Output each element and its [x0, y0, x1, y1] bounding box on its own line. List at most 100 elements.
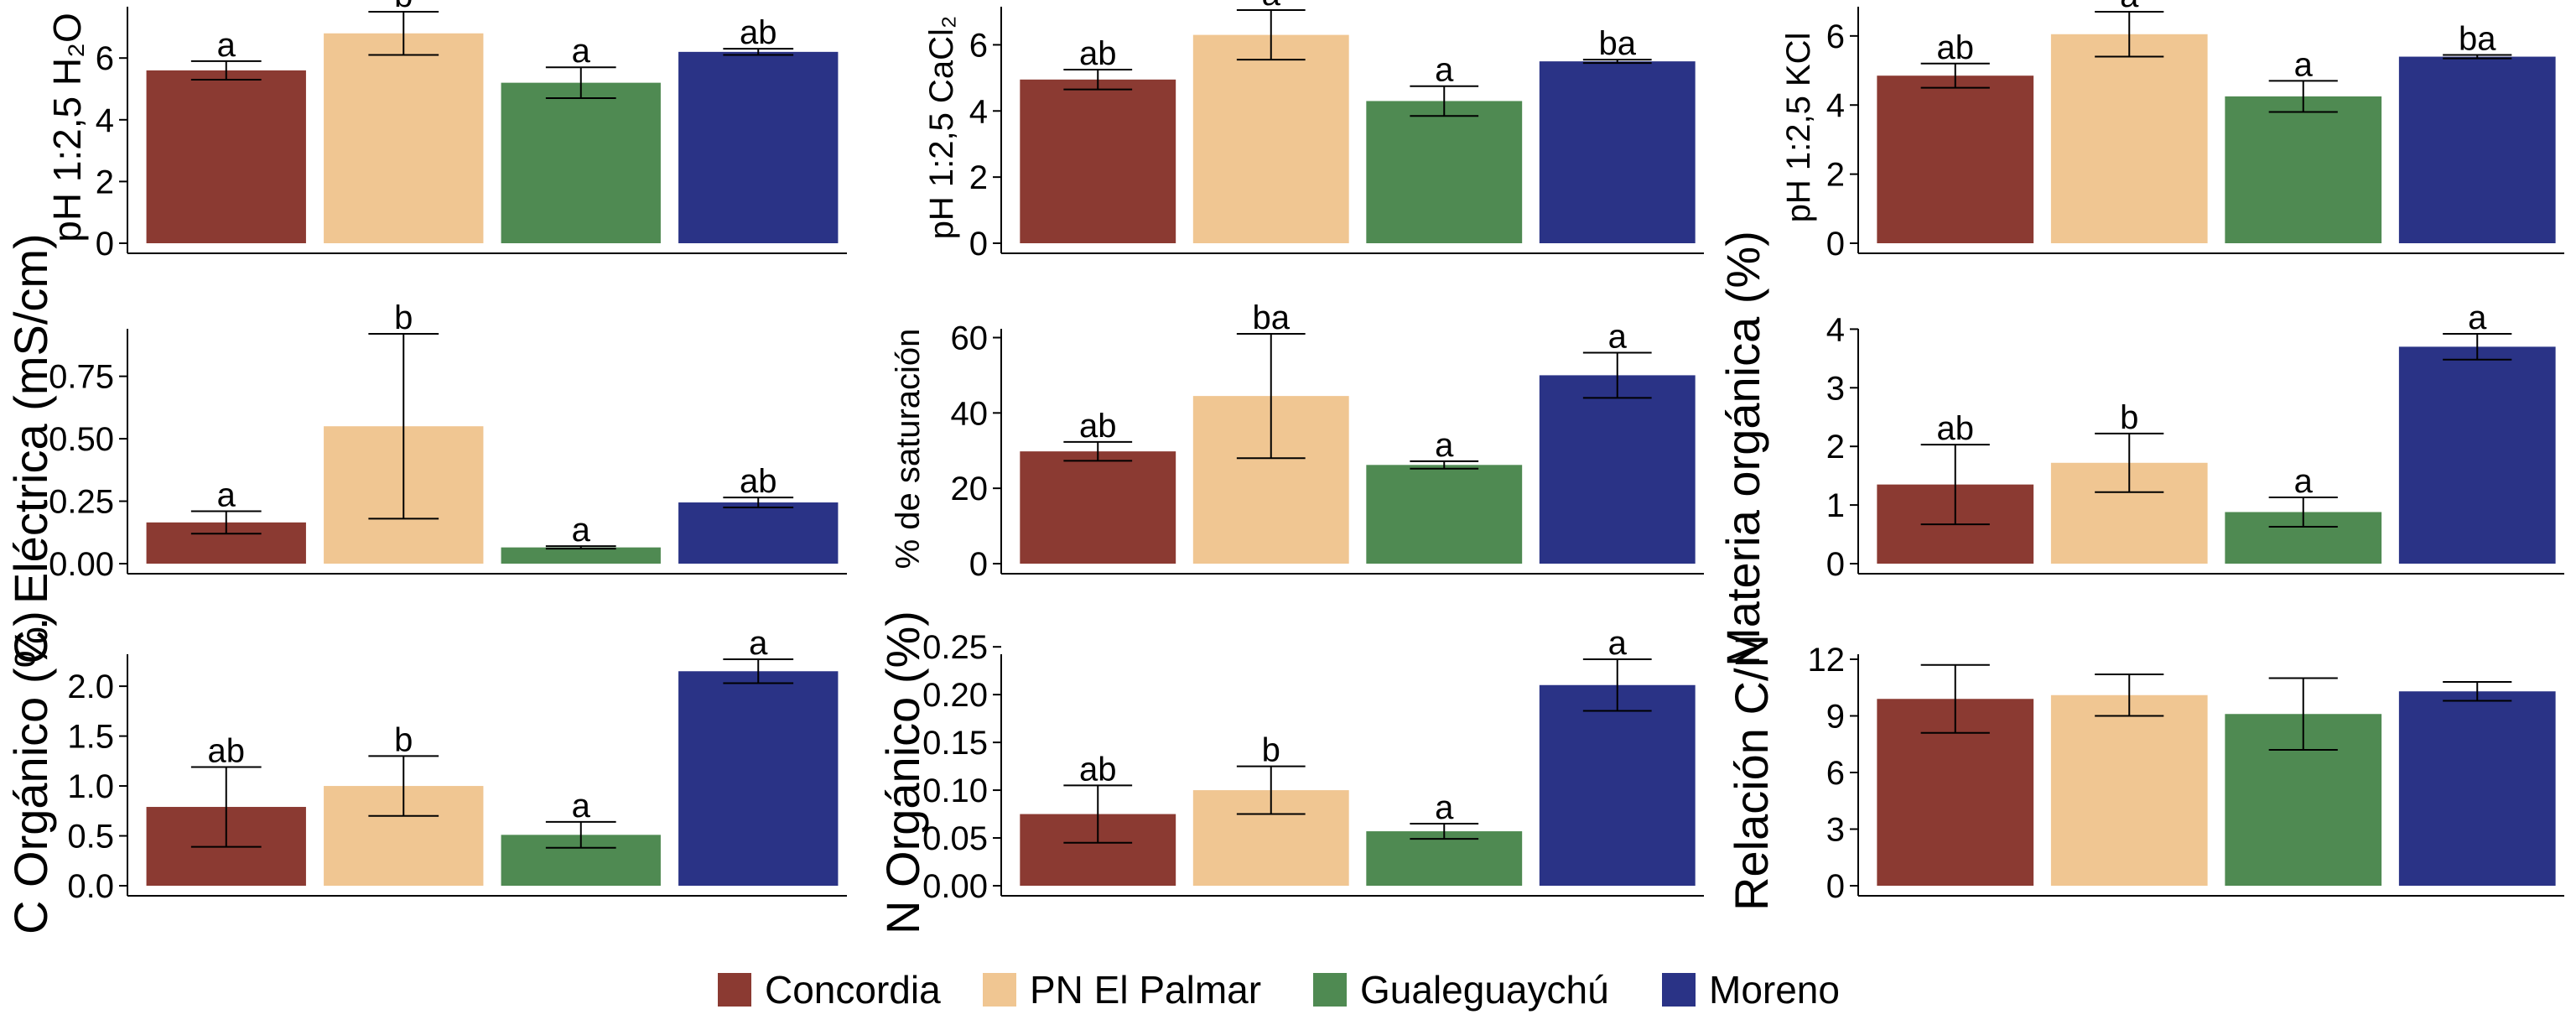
y-tick-label: 1	[1826, 487, 1845, 524]
bar-gualeguaychú	[501, 547, 661, 564]
panel-2: 0246abaabapH 1:2,5 CaCl₂	[923, 0, 1704, 263]
bar-concordia	[1877, 75, 2034, 243]
significance-letter: b	[394, 299, 413, 336]
y-tick-label: 9	[1826, 699, 1845, 736]
y-tick-label: 0	[96, 226, 114, 263]
significance-letter: a	[749, 625, 768, 662]
significance-letter: a	[2468, 299, 2487, 336]
bar-concordia	[1020, 79, 1176, 243]
panel-5: 0 20 40 60 ab ba a a % de saturación	[890, 299, 1704, 583]
significance-letter: ab	[1937, 410, 1975, 447]
legend-label-pn-el-palmar: PN El Palmar	[1030, 968, 1261, 1012]
significance-letter: ab	[1079, 35, 1117, 72]
y-axis-label: pH 1:2,5 CaCl₂	[923, 16, 960, 240]
bar-moreno	[678, 51, 839, 244]
y-tick-label: 0.25	[49, 484, 114, 521]
bar-pn-el-palmar	[324, 33, 484, 244]
bar-moreno	[1539, 684, 1696, 886]
panel-7: 0.0 0.5 1.0 1.5 2.0 ab b a a C Orgánico (%)	[4, 611, 847, 934]
y-tick-label: 12	[1808, 642, 1846, 679]
y-tick-label: 6	[96, 40, 114, 77]
significance-letter: ab	[1079, 751, 1117, 788]
y-tick-label: 2	[96, 164, 114, 200]
y-tick-label: 0	[969, 546, 988, 583]
significance-letter: a	[2294, 463, 2314, 500]
y-tick-label: 0.05	[922, 820, 988, 857]
y-axis-label: N Orgánico (%)	[876, 611, 929, 934]
y-axis-label: % de saturación	[890, 329, 927, 570]
y-tick-label: 0.5	[67, 819, 114, 856]
significance-letter: a	[217, 27, 236, 64]
y-tick-label: 3	[1826, 812, 1845, 849]
legend-label-moreno: Moreno	[1709, 968, 1840, 1012]
y-tick-label: 0.75	[49, 359, 114, 396]
y-tick-label: 2.0	[67, 668, 114, 705]
legend-swatch-pn-el-palmar	[983, 973, 1016, 1007]
y-tick-label: 4	[96, 102, 114, 139]
y-tick-label: 6	[1826, 18, 1845, 55]
bar-gualeguaychú	[501, 82, 661, 243]
bar-moreno	[678, 502, 839, 564]
y-tick-label: 6	[969, 27, 988, 64]
bar-moreno	[2398, 346, 2556, 564]
bar-moreno	[1539, 375, 1696, 564]
bar-pn-el-palmar	[1192, 34, 1349, 243]
y-tick-label: 0.20	[922, 677, 988, 714]
panel-3: 0246abaabapH 1:2,5 KCl	[1780, 0, 2564, 263]
bar-moreno	[678, 671, 839, 886]
y-axis-label: pH 1:2,5 H₂O	[45, 13, 89, 242]
bar-moreno	[2398, 691, 2556, 886]
legend: Concordia PN El Palmar Gualeguaychú More…	[718, 968, 1840, 1012]
y-tick-label: 0.25	[922, 629, 988, 666]
legend-swatch-gualeguaychu	[1313, 973, 1347, 1007]
y-tick-label: 1.0	[67, 768, 114, 805]
y-tick-label: 0	[1826, 226, 1845, 263]
y-tick-label: 0.00	[49, 546, 114, 583]
panel-8: 0.00 0.05 0.10 0.15 0.20 0.25 ab b a a N Orgánico …	[876, 611, 1704, 934]
y-tick-label: 20	[951, 471, 989, 507]
significance-letter: a	[1608, 625, 1628, 662]
y-tick-label: 1.5	[67, 719, 114, 756]
panels: 0246abaabpH 1:2,5 H₂O0246abaabapH 1:2,5 …	[4, 0, 2564, 934]
panel-1: 0246abaabpH 1:2,5 H₂O	[45, 0, 847, 263]
y-tick-label: 6	[1826, 755, 1845, 792]
significance-letter: a	[1435, 52, 1454, 89]
legend-swatch-concordia	[718, 973, 751, 1007]
bar-gualeguaychú	[1366, 831, 1523, 886]
significance-letter: b	[394, 0, 413, 14]
panel-6: 0 1 2 3 4 ab b a a Materia orgánica (%)	[1716, 231, 2564, 667]
y-tick-label: 3	[1826, 370, 1845, 407]
significance-letter: a	[572, 788, 591, 825]
significance-letter: a	[1608, 318, 1628, 355]
y-tick-label: 0.0	[67, 868, 114, 905]
significance-letter: a	[2120, 0, 2139, 14]
y-tick-label: 4	[1826, 87, 1845, 124]
significance-letter: b	[2120, 399, 2138, 436]
significance-letter: a	[1262, 0, 1281, 13]
y-tick-label: 0.10	[922, 772, 988, 809]
significance-letter: ba	[2459, 20, 2496, 57]
y-tick-label: 0.00	[922, 868, 988, 905]
y-axis-label: C. Eléctrica (mS/cm)	[4, 233, 57, 663]
y-tick-label: 4	[969, 93, 988, 130]
y-axis-label: pH 1:2,5 KCl	[1780, 33, 1817, 223]
significance-letter: ab	[208, 732, 246, 769]
legend-label-gualeguaychu: Gualeguaychú	[1360, 968, 1609, 1012]
y-tick-label: 0	[969, 226, 988, 263]
bar-concordia	[146, 70, 306, 243]
significance-letter: a	[1435, 789, 1454, 826]
bar-moreno	[1539, 61, 1696, 244]
significance-letter: a	[572, 33, 591, 70]
y-tick-label: 0.15	[922, 725, 988, 762]
legend-swatch-moreno	[1662, 973, 1696, 1007]
significance-letter: a	[217, 476, 236, 513]
y-tick-label: 60	[951, 320, 989, 356]
bar-pn-el-palmar	[2050, 34, 2208, 243]
significance-letter: ba	[1253, 299, 1291, 336]
bar-pn-el-palmar	[2050, 694, 2208, 886]
panel-9: 0 3 6 9 12 Relación C/N	[1725, 634, 2564, 911]
significance-letter: a	[572, 512, 591, 549]
significance-letter: b	[394, 721, 413, 758]
